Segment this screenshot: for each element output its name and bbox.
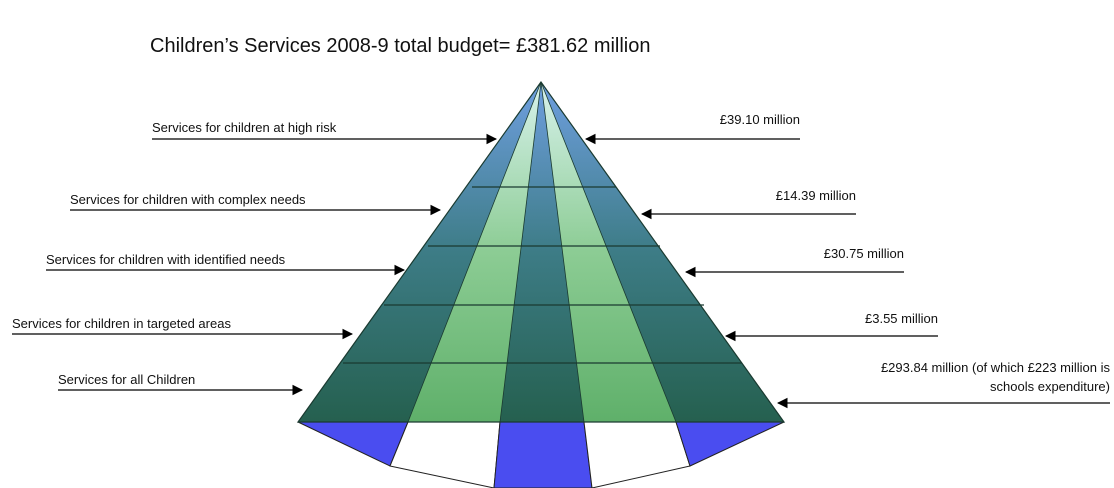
column-divider-4 xyxy=(540,81,677,423)
tier-label-complex-needs: Services for children with complex needs xyxy=(70,192,306,207)
tier-amount-targeted-areas: £3.55 million xyxy=(865,311,938,326)
diagram-title: Children’s Services 2008-9 total budget=… xyxy=(150,35,651,57)
tier-amount-identified-needs: £30.75 million xyxy=(824,246,904,261)
tier-label-targeted-areas: Services for children in targeted areas xyxy=(12,316,231,331)
tier-label-all-children: Services for all Children xyxy=(58,372,195,387)
base-segment-3 xyxy=(493,421,593,488)
column-divider-1 xyxy=(407,81,542,423)
column-divider-2 xyxy=(499,81,542,423)
tier-label-identified-needs: Services for children with identified ne… xyxy=(46,252,286,267)
base-segment-4 xyxy=(583,421,691,488)
tier-label-high-risk: Services for children at high risk xyxy=(152,120,337,135)
tier-amount-all-children: £293.84 million (of which £223 million i… xyxy=(881,360,1111,375)
column-divider-3 xyxy=(540,81,585,423)
base-segment-2 xyxy=(389,421,501,488)
pyramid-column-3 xyxy=(500,82,584,422)
pyramid-base xyxy=(297,421,785,488)
base-segment-1 xyxy=(297,421,409,467)
pyramid-body xyxy=(296,80,786,423)
tier-amount-all-children-note: schools expenditure) xyxy=(990,379,1110,394)
tier-labels-left: Services for children at high risk Servi… xyxy=(12,120,498,396)
tier-amounts-right: £39.10 million £14.39 million £30.75 mil… xyxy=(584,112,1111,409)
tier-amount-complex-needs: £14.39 million xyxy=(776,188,856,203)
tier-amount-high-risk: £39.10 million xyxy=(720,112,800,127)
base-segment-5 xyxy=(675,421,785,467)
pyramid-outline xyxy=(296,80,786,423)
